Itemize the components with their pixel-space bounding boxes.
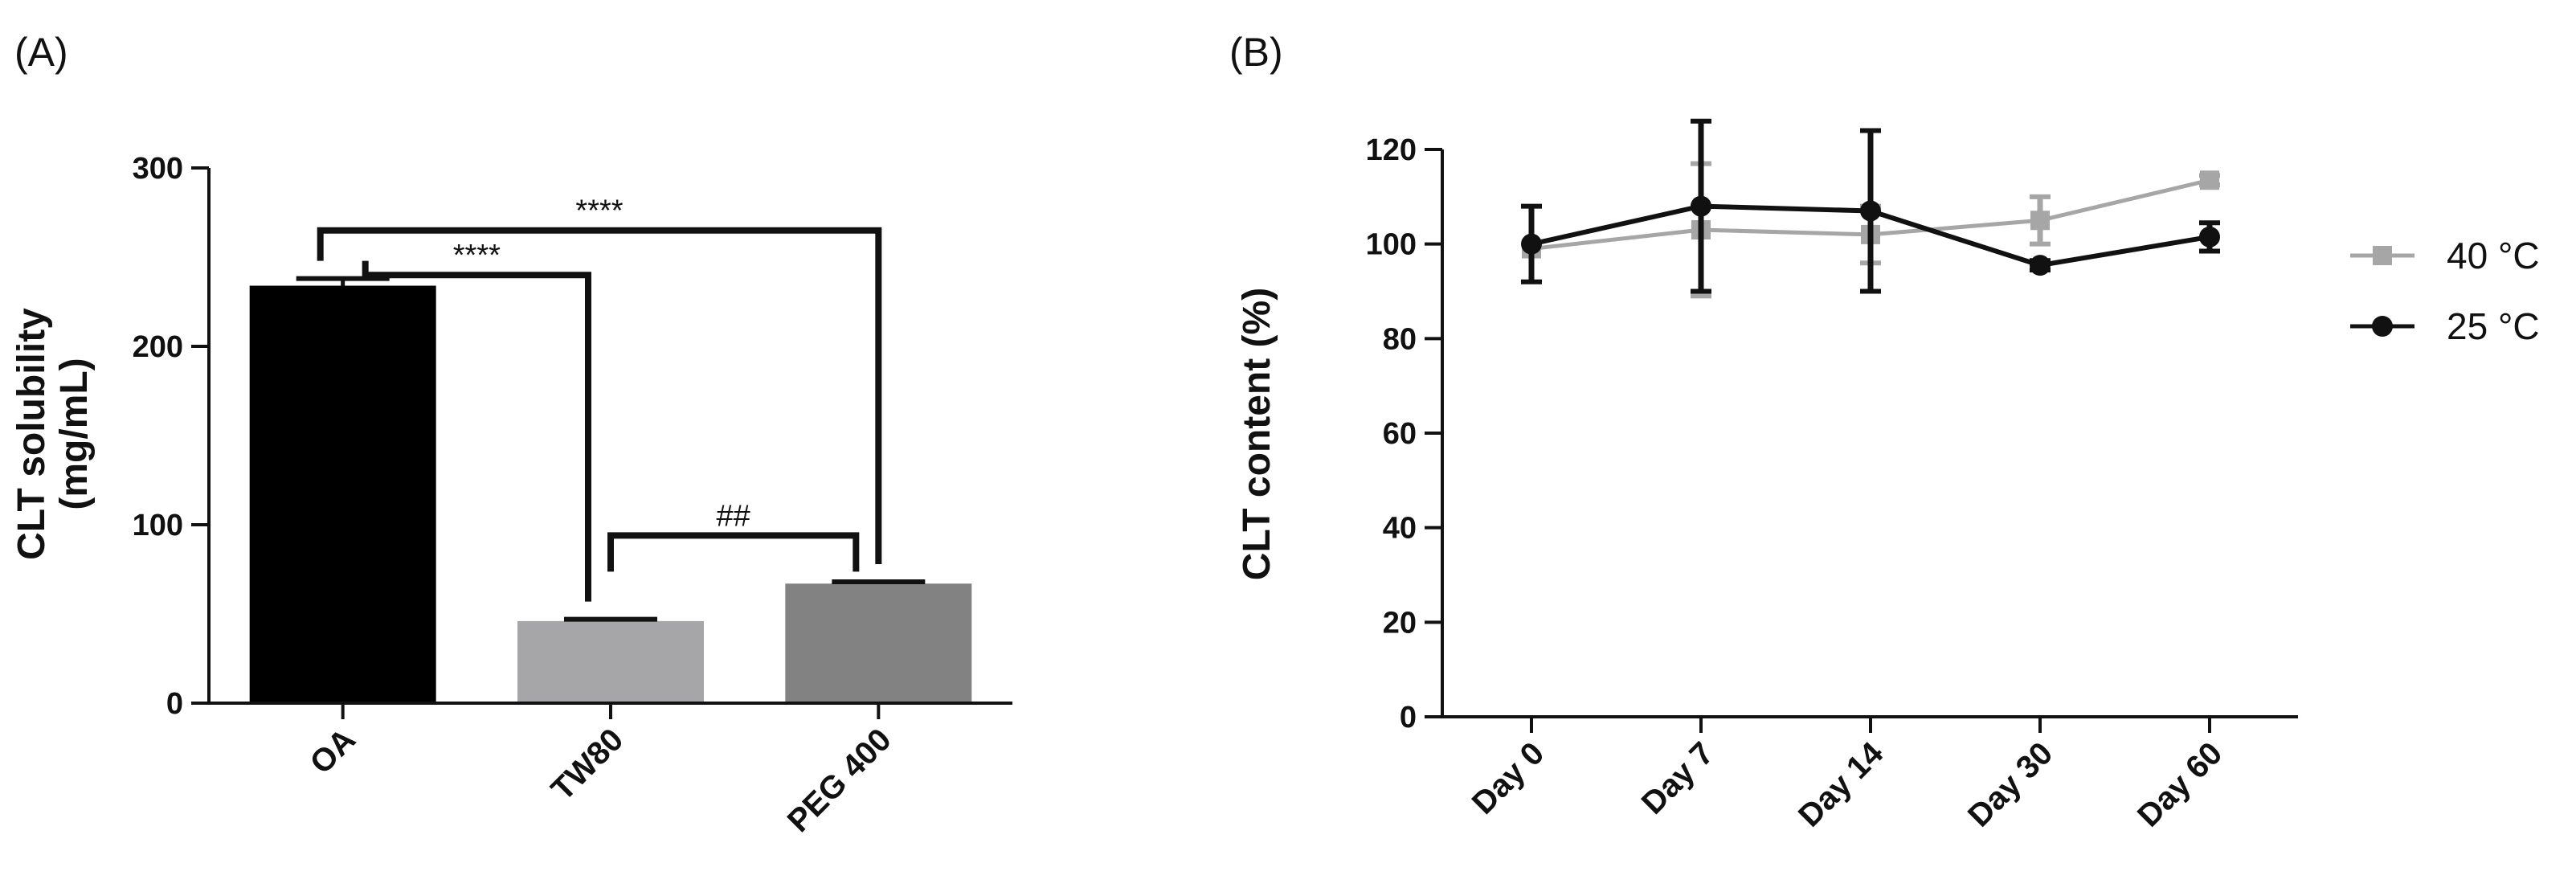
x-tick-label: Day 60: [2131, 735, 2229, 833]
panel-a-y-ticks: 0 100 200 300: [133, 152, 209, 721]
panel-b-legend: 40 °C 25 °C: [2350, 235, 2540, 347]
x-tick-label: Day 0: [1466, 735, 1552, 821]
y-tick-label: 20: [1383, 606, 1417, 640]
y-tick-label: 80: [1383, 322, 1417, 356]
data-point: [2030, 211, 2050, 231]
x-tick-label: OA: [303, 722, 362, 781]
legend-marker: [2373, 246, 2392, 265]
data-point: [2030, 255, 2051, 276]
panel-a-significance: **** **** ##: [317, 194, 882, 602]
x-tick-label: Day 14: [1792, 735, 1891, 834]
bar-peg-400: [785, 583, 972, 703]
legend-item: 25 °C: [2350, 305, 2540, 347]
data-point: [1860, 200, 1881, 222]
y-tick-label: 100: [1366, 228, 1417, 262]
data-point: [1691, 195, 1711, 217]
panel-b-x-ticks: Day 0 Day 7 Day 14 Day 30 Day 60: [1466, 717, 2229, 834]
y-tick-label: 40: [1383, 512, 1417, 546]
series-25-c: [1521, 118, 2220, 294]
panel-b-series: [1521, 118, 2220, 299]
data-point: [2199, 226, 2220, 248]
significance-label: ****: [575, 194, 623, 228]
x-tick-label: TW80: [545, 722, 631, 808]
panel-a-bar-chart: (A) CLT solubility (mg/mL) 0 100 200 300 **…: [10, 30, 1012, 839]
y-tick-label: 300: [133, 152, 183, 186]
significance-bracket: [362, 260, 591, 602]
y-tick-label: 60: [1383, 417, 1417, 451]
panel-b-label: (B): [1229, 30, 1283, 75]
x-tick-label: Day 7: [1635, 735, 1721, 821]
panel-a-y-axis-title-line2: (mg/mL): [53, 358, 96, 509]
panel-a-y-axis: [207, 168, 1012, 705]
panel-a-y-axis-title-line1: CLT solubility: [10, 308, 53, 560]
significance-bracket: [317, 227, 882, 565]
significance-label: ##: [717, 499, 750, 533]
panel-a-bars: [249, 276, 972, 703]
data-point: [1521, 233, 1542, 255]
panel-b-y-axis-title: CLT content (%): [1236, 288, 1278, 580]
panel-b-line-chart: (B) CLT content (%) 0 20 40 60 80 100 120 Day …: [1229, 30, 2540, 834]
legend-label: 25 °C: [2447, 305, 2540, 347]
y-tick-label: 200: [133, 330, 183, 364]
y-tick-label: 120: [1366, 133, 1417, 167]
panel-b-y-ticks: 0 20 40 60 80 100 120: [1366, 133, 1442, 734]
x-tick-label: Day 30: [1961, 735, 2059, 833]
data-point: [2200, 170, 2219, 190]
y-tick-label: 100: [133, 509, 183, 542]
panel-a-label: (A): [14, 30, 68, 75]
y-tick-label: 0: [1400, 701, 1417, 734]
legend-marker: [2372, 316, 2393, 337]
panel-b-axes: [1441, 149, 2298, 718]
legend-item: 40 °C: [2350, 235, 2540, 276]
y-tick-label: 0: [166, 687, 183, 721]
panel-a-x-ticks: OA TW80 PEG 400: [303, 703, 898, 839]
significance-label: ****: [453, 239, 501, 272]
bar-oa: [249, 285, 436, 703]
bar-tw80: [517, 620, 704, 703]
significance-bracket: [607, 532, 860, 572]
x-tick-label: PEG 400: [781, 722, 898, 839]
legend-label: 40 °C: [2447, 235, 2540, 276]
